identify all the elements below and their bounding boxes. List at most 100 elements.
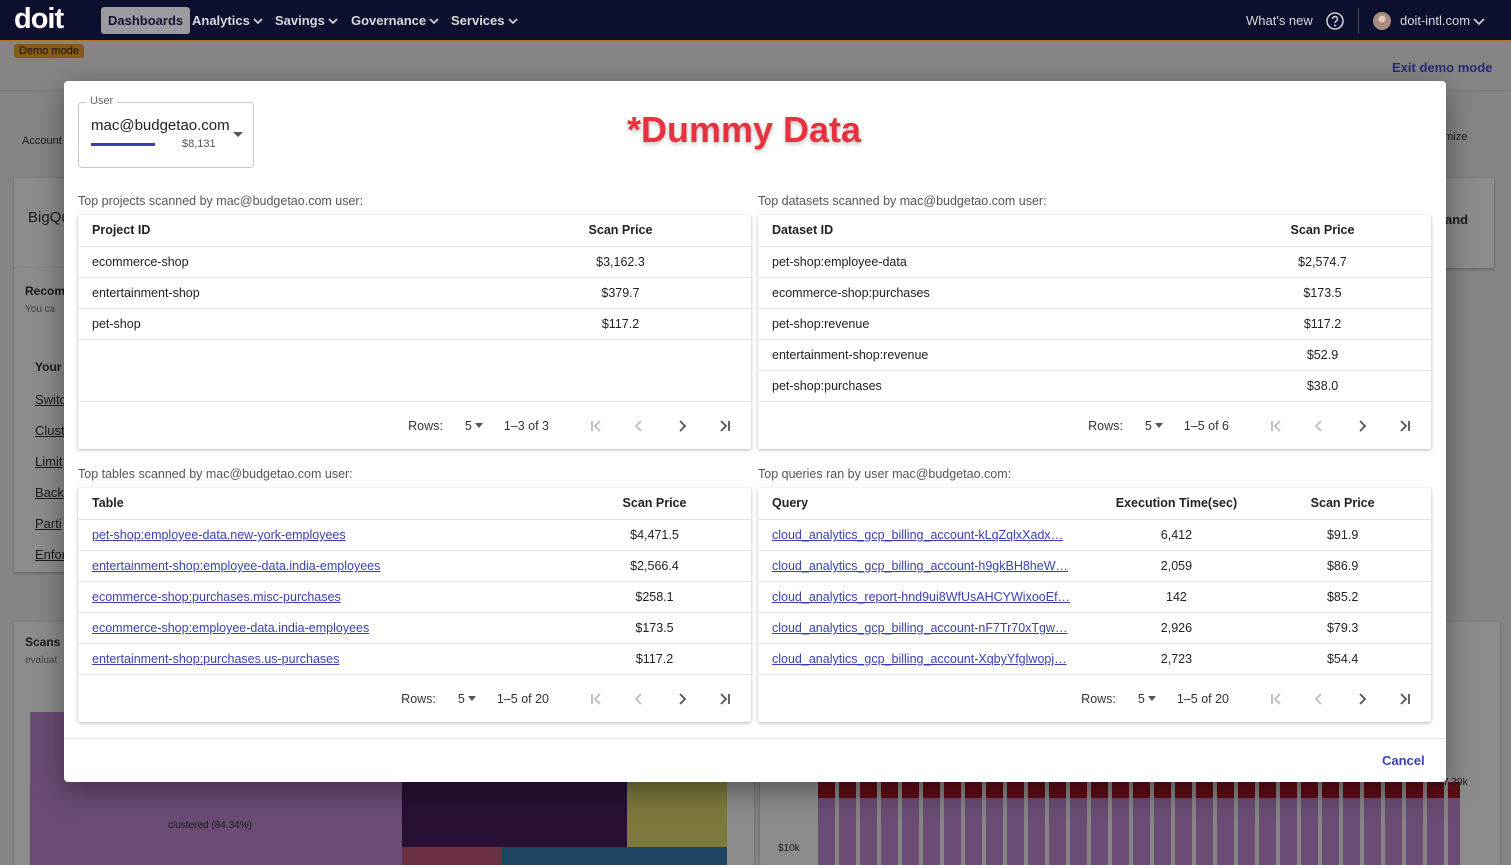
table-row: cloud_analytics_report-hnd9ui8WfUsAHCYWi… xyxy=(758,582,1431,613)
row-link[interactable]: cloud_analytics_report-hnd9ui8WfUsAHCYWi… xyxy=(772,590,1070,604)
pagination: Rows:51–5 of 6 xyxy=(758,402,1431,449)
previous-page[interactable] xyxy=(621,681,657,717)
previous-page[interactable] xyxy=(621,408,657,444)
first-page[interactable] xyxy=(578,681,614,717)
last-page[interactable] xyxy=(1387,408,1423,444)
table-header: Dataset IDScan Price xyxy=(758,215,1431,247)
last-page[interactable] xyxy=(707,681,743,717)
nav-item[interactable]: Analytics xyxy=(185,7,271,34)
previous-page[interactable] xyxy=(1301,681,1337,717)
chevron xyxy=(327,17,339,26)
dropdown-arrow xyxy=(1145,695,1159,703)
table-cell: $3,162.3 xyxy=(548,247,693,277)
next-page[interactable] xyxy=(664,408,700,444)
cell-text: $38.0 xyxy=(1307,379,1338,393)
table-row: ecommerce-shop$3,162.3 xyxy=(78,247,751,278)
cell-text: $2,566.4 xyxy=(630,559,679,573)
cell-text: 6,412 xyxy=(1161,528,1192,542)
icon xyxy=(632,692,646,706)
row-link[interactable]: cloud_analytics_gcp_billing_account-h9gk… xyxy=(772,559,1068,573)
rows-per-page[interactable]: 5 xyxy=(465,419,486,433)
pagination: Rows:51–3 of 3 xyxy=(78,402,751,449)
cell-text: $173.5 xyxy=(635,621,673,635)
table-row: pet-shop:employee-data$2,574.7 xyxy=(758,247,1431,278)
icon xyxy=(718,419,732,433)
rows-per-page[interactable]: 5 xyxy=(458,692,479,706)
account-name: doit-intl.com xyxy=(1400,13,1470,28)
cell-text: $3,162.3 xyxy=(596,255,645,269)
first-page[interactable] xyxy=(1258,408,1294,444)
last-page[interactable] xyxy=(707,408,743,444)
cell-text: $173.5 xyxy=(1303,286,1341,300)
nav-item[interactable]: Services xyxy=(444,7,526,34)
row-link[interactable]: cloud_analytics_gcp_billing_account-kLqZ… xyxy=(772,528,1063,542)
whats-new[interactable]: What's new xyxy=(1239,7,1320,34)
icon-path xyxy=(509,19,517,23)
rows-per-page-value: 5 xyxy=(465,419,472,433)
next-page[interactable] xyxy=(664,681,700,717)
table-cell: pet-shop:purchases xyxy=(772,371,1250,402)
table-body: cloud_analytics_gcp_billing_account-kLqZ… xyxy=(758,520,1431,675)
dropdown-arrow xyxy=(232,131,244,139)
row-link[interactable]: entertainment-shop:purchases.us-purchase… xyxy=(92,652,339,666)
table-cell: $117.2 xyxy=(548,309,693,339)
nav-item-label: Analytics xyxy=(192,13,250,28)
icon-path xyxy=(1360,421,1365,431)
first-page[interactable] xyxy=(578,408,614,444)
table-cell: $379.7 xyxy=(548,278,693,308)
table-cell: $85.2 xyxy=(1254,582,1431,612)
table-row: cloud_analytics_gcp_billing_account-nF7T… xyxy=(758,613,1431,644)
user-dialog: User mac@budgetao.com $8,131 *Dummy Data… xyxy=(64,81,1446,782)
row-link[interactable]: cloud_analytics_gcp_billing_account-nF7T… xyxy=(772,621,1068,635)
table-cell: 2,059 xyxy=(1099,551,1255,581)
cancel-button[interactable]: Cancel xyxy=(1382,753,1425,768)
column-header: Dataset ID xyxy=(772,215,1250,246)
next-page[interactable] xyxy=(1344,408,1380,444)
icon-path xyxy=(1316,421,1321,431)
row-link[interactable]: ecommerce-shop:purchases.misc-purchases xyxy=(92,590,341,604)
row-link[interactable]: ecommerce-shop:employee-data.india-emplo… xyxy=(92,621,369,635)
chevron xyxy=(252,17,264,26)
table-body: pet-shop:employee-data$2,574.7ecommerce-… xyxy=(758,247,1431,402)
nav-item[interactable]: Dashboards xyxy=(101,7,190,34)
table-cell: entertainment-shop xyxy=(92,278,548,308)
next-page[interactable] xyxy=(1344,681,1380,717)
cell-text: $117.2 xyxy=(602,317,639,331)
table-row: entertainment-shop:purchases.us-purchase… xyxy=(78,644,751,675)
page-range: 1–3 of 3 xyxy=(504,419,549,433)
first-page[interactable] xyxy=(1258,681,1294,717)
row-link[interactable]: entertainment-shop:employee-data.india-e… xyxy=(92,559,380,573)
user-select[interactable] xyxy=(78,102,254,168)
rows-label: Rows: xyxy=(1088,419,1123,433)
cell-text: 2,723 xyxy=(1161,652,1192,666)
nav-item-label: Services xyxy=(451,13,505,28)
account-menu[interactable]: doit-intl.com xyxy=(1393,7,1493,34)
cell-text: $2,574.7 xyxy=(1298,255,1347,269)
icon xyxy=(1398,692,1412,706)
nav-item[interactable]: Savings xyxy=(268,7,346,34)
cell-text: pet-shop xyxy=(92,317,141,331)
logo[interactable]: doit xyxy=(14,3,63,36)
table-cell: 142 xyxy=(1099,582,1255,612)
pagination: Rows:51–5 of 20 xyxy=(758,675,1431,722)
rows-per-page[interactable]: 5 xyxy=(1145,419,1166,433)
avatar[interactable] xyxy=(1373,12,1391,30)
last-page[interactable] xyxy=(1387,681,1423,717)
row-link[interactable]: cloud_analytics_gcp_billing_account-Xqby… xyxy=(772,652,1067,666)
rows-per-page[interactable]: 5 xyxy=(1138,692,1159,706)
row-link[interactable]: pet-shop:employee-data.new-york-employee… xyxy=(92,528,346,542)
table-body: pet-shop:employee-data.new-york-employee… xyxy=(78,520,751,675)
table-cell: cloud_analytics_gcp_billing_account-h9gk… xyxy=(772,551,1099,581)
previous-page[interactable] xyxy=(1301,408,1337,444)
icon-path xyxy=(329,19,337,23)
table-cell: 2,723 xyxy=(1099,644,1255,675)
nav-item-label: Governance xyxy=(351,13,426,28)
nav-item[interactable]: Governance xyxy=(344,7,447,34)
table-cell: cloud_analytics_gcp_billing_account-kLqZ… xyxy=(772,520,1099,550)
table-row: cloud_analytics_gcp_billing_account-Xqby… xyxy=(758,644,1431,675)
page-range: 1–5 of 20 xyxy=(497,692,549,706)
table-header: Project IDScan Price xyxy=(78,215,751,247)
help-icon[interactable] xyxy=(1325,11,1345,31)
table-row: entertainment-shop:employee-data.india-e… xyxy=(78,551,751,582)
icon-path xyxy=(1272,421,1280,431)
